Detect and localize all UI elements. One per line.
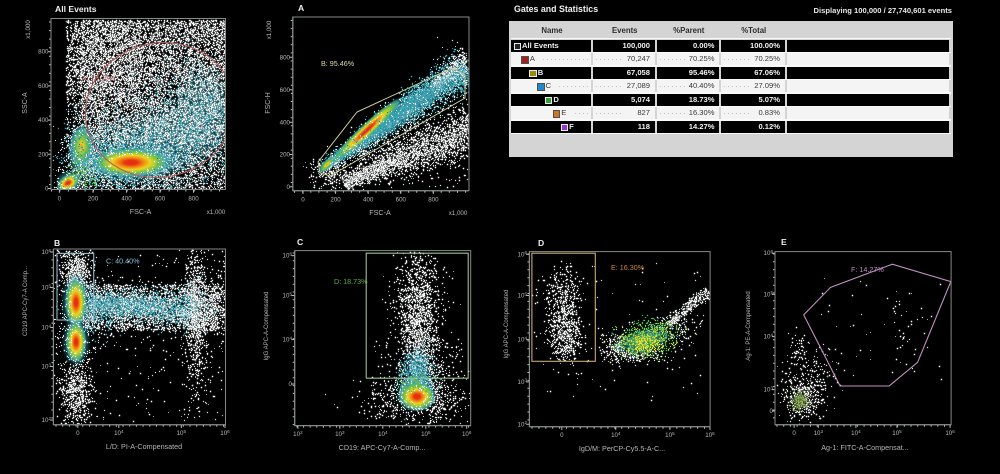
svg-text:CD19 APC-Cy7-A Comp...: CD19 APC-Cy7-A Comp...: [23, 266, 29, 336]
svg-text:102: 102: [42, 416, 52, 424]
svg-text:105: 105: [421, 430, 431, 438]
svg-text:0: 0: [58, 196, 62, 203]
svg-text:600: 600: [38, 83, 49, 90]
svg-text:B: B: [54, 238, 60, 248]
svg-text:600: 600: [396, 197, 407, 204]
svg-text:104: 104: [764, 332, 774, 340]
svg-text:400: 400: [121, 196, 132, 203]
svg-text:0: 0: [301, 197, 305, 204]
svg-text:400: 400: [38, 117, 49, 124]
svg-text:FSC-H: FSC-H: [265, 92, 272, 113]
svg-text:SSC-A: SSC-A: [22, 92, 29, 114]
svg-text:0: 0: [792, 430, 796, 437]
svg-text:B: 95.46%: B: 95.46%: [321, 59, 355, 68]
svg-text:103: 103: [42, 362, 52, 370]
svg-text:800: 800: [280, 54, 291, 61]
svg-text:A: A: [298, 3, 304, 13]
svg-text:103: 103: [335, 430, 345, 438]
svg-text:106: 106: [518, 250, 528, 258]
svg-text:102: 102: [518, 420, 528, 428]
svg-text:800: 800: [428, 197, 439, 204]
svg-text:0: 0: [287, 184, 291, 191]
svg-text:D: 18.73%: D: 18.73%: [334, 277, 368, 286]
svg-text:E: 16.30%: E: 16.30%: [611, 263, 645, 272]
svg-text:0: 0: [45, 186, 49, 193]
svg-text:200: 200: [88, 196, 99, 203]
svg-text:x1,000: x1,000: [449, 210, 468, 217]
svg-text:IgG APC-A-Compensated: IgG APC-A-Compensated: [504, 290, 510, 359]
svg-text:D: D: [538, 238, 544, 248]
svg-text:Ag-1: PE-A-Compensated: Ag-1: PE-A-Compensated: [746, 291, 752, 360]
svg-text:106: 106: [462, 430, 472, 438]
svg-text:x1,000: x1,000: [25, 20, 32, 39]
svg-text:103: 103: [518, 378, 528, 386]
svg-text:102: 102: [293, 430, 303, 438]
svg-text:FSC-A: FSC-A: [130, 207, 152, 216]
svg-text:104: 104: [518, 335, 528, 343]
svg-text:103: 103: [764, 385, 774, 393]
svg-text:F: 14.27%: F: 14.27%: [851, 265, 884, 274]
svg-text:103: 103: [814, 429, 824, 437]
svg-text:x1,000: x1,000: [207, 209, 226, 216]
svg-text:IgD/M: PerCP-Cy5.5-A-C...: IgD/M: PerCP-Cy5.5-A-C...: [579, 444, 665, 453]
svg-text:106: 106: [764, 249, 774, 257]
svg-text:FSC-A: FSC-A: [369, 208, 391, 217]
svg-text:200: 200: [38, 151, 49, 158]
svg-text:Ag-1: FITC-A-Compensat...: Ag-1: FITC-A-Compensat...: [821, 443, 908, 452]
svg-text:200: 200: [280, 152, 291, 159]
svg-text:104: 104: [42, 323, 52, 331]
svg-text:105: 105: [764, 290, 774, 298]
svg-text:600: 600: [280, 87, 291, 94]
svg-text:104: 104: [611, 431, 621, 439]
svg-text:106: 106: [220, 429, 230, 437]
svg-text:105: 105: [665, 431, 675, 439]
svg-text:105: 105: [283, 291, 293, 299]
svg-text:0: 0: [770, 408, 774, 415]
svg-text:800: 800: [188, 196, 199, 203]
svg-text:0: 0: [76, 430, 80, 437]
svg-text:104: 104: [114, 429, 124, 437]
svg-text:x1,000: x1,000: [266, 20, 273, 39]
svg-text:IgG APC-A-Compensated: IgG APC-A-Compensated: [264, 292, 270, 361]
svg-text:106: 106: [283, 251, 293, 259]
svg-text:104: 104: [283, 335, 293, 343]
svg-text:0: 0: [289, 381, 293, 388]
svg-text:C: C: [297, 237, 303, 247]
svg-text:106: 106: [705, 431, 715, 439]
svg-text:105: 105: [518, 291, 528, 299]
svg-text:600: 600: [155, 196, 166, 203]
svg-text:E: E: [781, 237, 787, 247]
svg-text:All Events: All Events: [55, 4, 97, 14]
svg-text:105: 105: [177, 429, 187, 437]
svg-text:104: 104: [378, 430, 388, 438]
svg-text:400: 400: [280, 119, 291, 126]
svg-text:200: 200: [330, 197, 341, 204]
svg-text:400: 400: [363, 197, 374, 204]
svg-text:105: 105: [892, 429, 902, 437]
svg-text:A: 70.25%: A: 70.25%: [82, 74, 116, 83]
svg-text:L/D: PI-A-Compensated: L/D: PI-A-Compensated: [106, 442, 182, 451]
svg-text:0: 0: [560, 432, 564, 439]
svg-text:106: 106: [945, 429, 955, 437]
svg-text:CD19: APC-Cy7-A-Comp...: CD19: APC-Cy7-A-Comp...: [339, 443, 426, 452]
svg-text:106: 106: [42, 248, 52, 256]
svg-text:800: 800: [38, 49, 49, 56]
svg-text:105: 105: [42, 283, 52, 291]
svg-text:104: 104: [851, 429, 861, 437]
svg-text:C: 40.40%: C: 40.40%: [106, 257, 140, 266]
